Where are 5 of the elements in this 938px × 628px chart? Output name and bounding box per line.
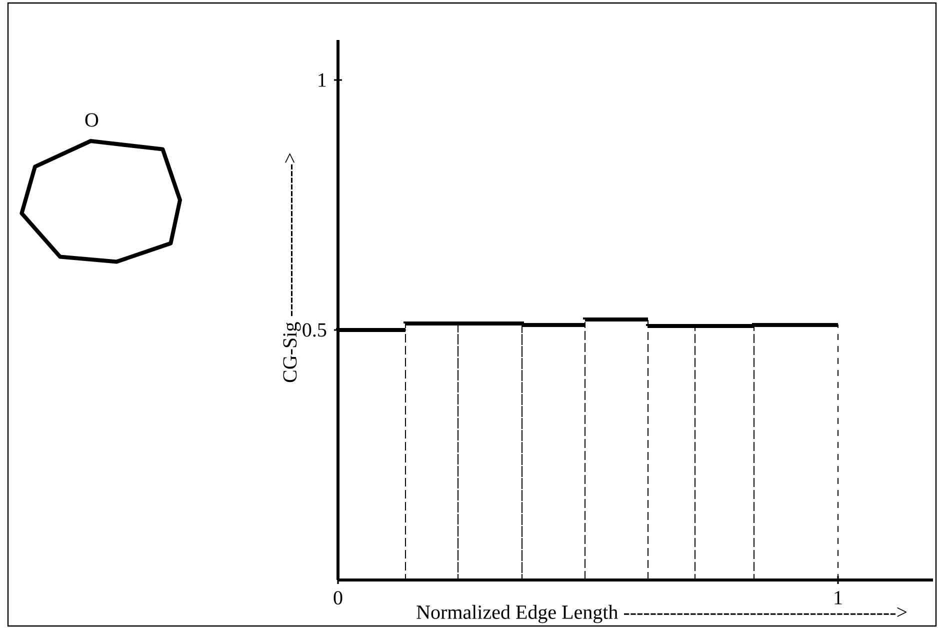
x-axis-title: Normalized Edge Length ----------------------------------------->	[416, 604, 907, 624]
text: O	[85, 113, 98, 127]
y-axis-title: CG-Sig ----------------------->	[283, 153, 301, 382]
x-tick-label: 0	[334, 591, 342, 605]
y-tick-label: 0.5	[302, 323, 326, 337]
